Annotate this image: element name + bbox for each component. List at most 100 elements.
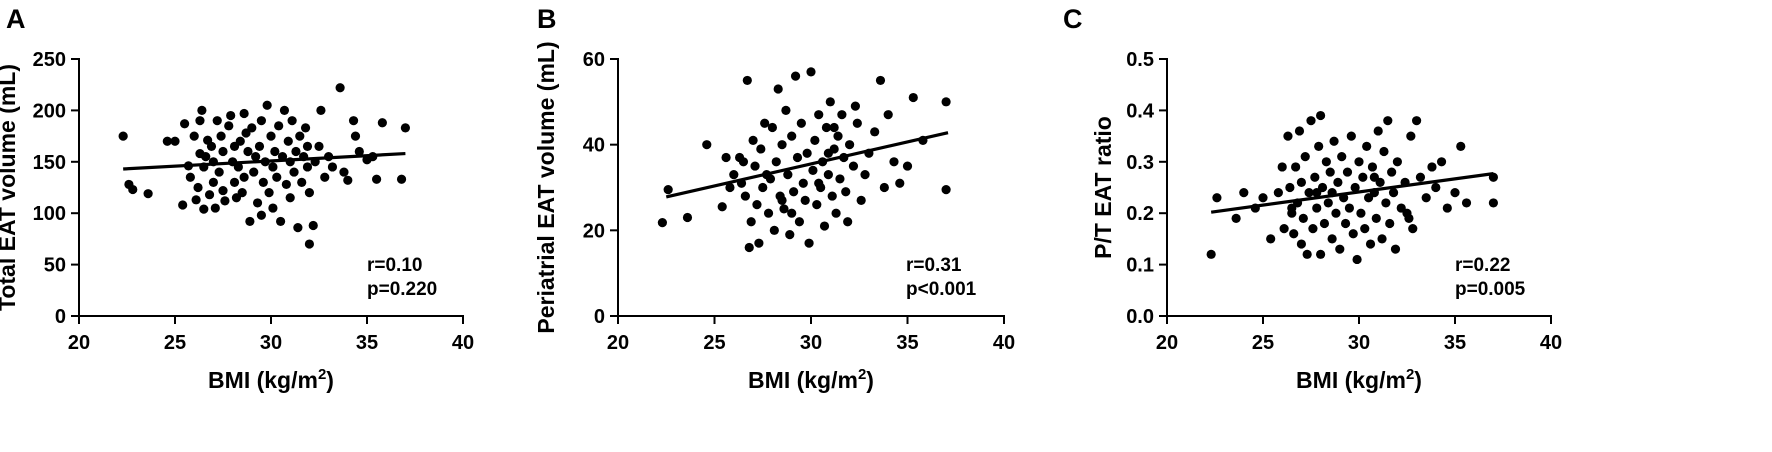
data-point <box>1436 157 1447 167</box>
data-point <box>1300 152 1310 162</box>
data-point <box>1442 203 1452 213</box>
data-point <box>218 185 228 196</box>
data-point <box>308 220 318 231</box>
data-point <box>327 162 338 172</box>
y-axis-title: P/T EAT ratio <box>1090 116 1116 259</box>
data-point <box>1412 116 1422 126</box>
data-point <box>825 97 835 107</box>
data-point <box>285 193 295 203</box>
data-point <box>663 185 673 195</box>
data-point <box>758 182 768 193</box>
x-tick-label: 25 <box>1252 332 1274 354</box>
data-point <box>283 136 293 146</box>
data-point <box>343 175 353 185</box>
x-axis-title: BMI (kg/m2) <box>748 366 874 393</box>
x-axis-title: BMI (kg/m2) <box>1296 366 1422 393</box>
data-point <box>233 162 243 172</box>
data-point <box>235 136 245 146</box>
data-point <box>1212 193 1222 203</box>
data-point <box>827 191 837 201</box>
data-point <box>297 177 307 187</box>
data-point <box>279 105 290 115</box>
data-point <box>241 128 251 138</box>
x-tick-label: 40 <box>1540 332 1562 354</box>
data-point <box>804 238 814 248</box>
y-tick-label: 20 <box>583 220 605 242</box>
data-point <box>1291 162 1301 172</box>
data-point <box>738 157 749 167</box>
data-point <box>1316 249 1326 259</box>
data-point <box>729 170 739 180</box>
data-point <box>1323 198 1333 208</box>
data-point <box>264 188 274 198</box>
data-point <box>262 100 272 110</box>
data-point <box>848 161 859 171</box>
y-tick-label: 0 <box>594 306 605 328</box>
data-point <box>1329 136 1339 146</box>
data-point <box>941 185 951 195</box>
data-point <box>295 131 305 141</box>
data-point <box>1373 126 1383 136</box>
data-point <box>1352 254 1362 265</box>
data-point <box>856 195 866 205</box>
y-axis-title: Total EAT volume (mL) <box>0 64 20 311</box>
chart-panel-c: C 0.0 0.1 0.2 0.3 0.4 0.5 20 25 30 35 40 BMI (kg/m2)… <box>1063 4 1562 393</box>
data-point <box>787 208 797 218</box>
data-point <box>725 182 735 193</box>
data-point <box>204 190 215 200</box>
data-point <box>237 188 247 198</box>
data-point <box>785 230 795 240</box>
panel-label: A <box>6 4 26 34</box>
p-value-label: p<0.001 <box>906 279 977 300</box>
data-point <box>845 140 855 150</box>
data-point <box>1306 116 1316 126</box>
data-point <box>348 116 359 126</box>
data-point <box>800 195 810 205</box>
data-point <box>189 131 199 141</box>
data-point <box>850 101 860 111</box>
data-point <box>304 188 314 198</box>
x-axis-title-close: ) <box>1414 367 1422 393</box>
data-point <box>941 97 951 107</box>
data-point <box>243 146 253 157</box>
data-point <box>256 116 266 126</box>
data-point <box>1312 188 1322 198</box>
data-point <box>1310 172 1320 182</box>
y-tick-label: 250 <box>33 49 66 71</box>
data-point <box>210 203 220 213</box>
data-point <box>789 187 799 197</box>
x-tick-label: 30 <box>800 332 822 354</box>
data-point <box>1294 126 1305 136</box>
data-point <box>752 200 762 210</box>
data-point <box>276 216 286 227</box>
data-point <box>1206 249 1216 259</box>
x-tick-label: 20 <box>68 332 90 354</box>
data-point <box>335 83 345 93</box>
data-point <box>1365 239 1376 249</box>
data-point <box>783 170 793 180</box>
y-axis-title: Periatrial EAT volume (mL) <box>533 41 559 333</box>
data-point <box>1377 234 1387 244</box>
data-point <box>1360 224 1370 234</box>
x-axis-title-close: ) <box>326 367 334 393</box>
data-point <box>1402 208 1412 218</box>
data-point <box>304 239 314 249</box>
data-point <box>1327 234 1337 244</box>
data-point <box>798 178 808 188</box>
p-value-label: p=0.220 <box>367 279 437 300</box>
x-tick-label: 20 <box>607 332 629 354</box>
data-point <box>1325 167 1335 177</box>
data-point <box>1287 203 1297 213</box>
data-point <box>268 203 278 213</box>
data-point <box>396 174 407 184</box>
data-point <box>1302 249 1312 259</box>
data-point <box>682 212 693 223</box>
x-tick-label: 40 <box>993 332 1015 354</box>
x-axis-title-superscript: 2 <box>858 366 866 383</box>
data-point <box>1344 203 1354 213</box>
data-point <box>902 161 913 171</box>
data-point <box>790 71 801 81</box>
data-point <box>819 221 830 231</box>
